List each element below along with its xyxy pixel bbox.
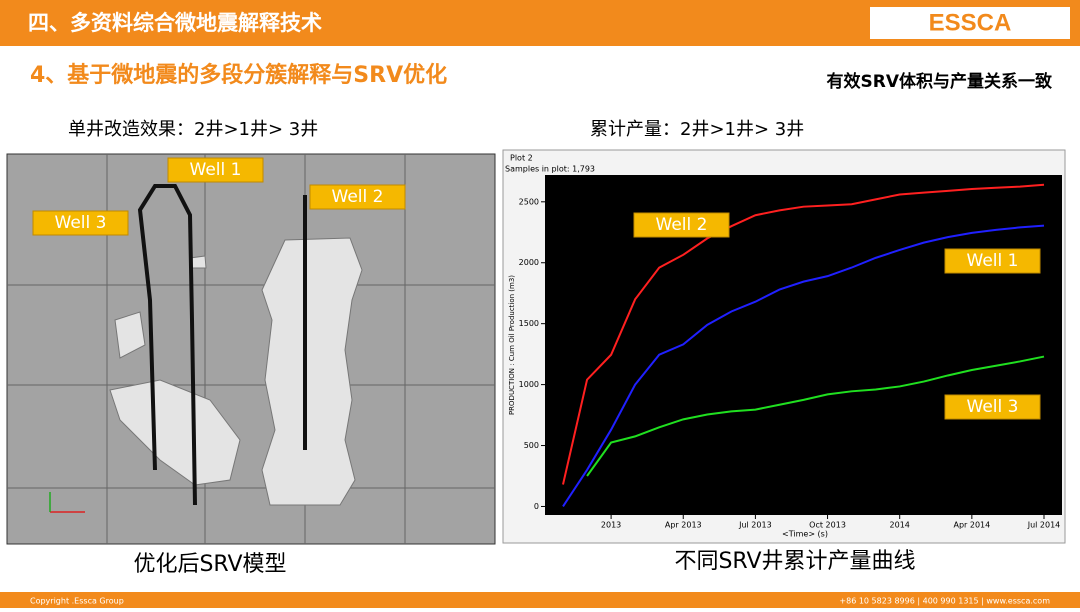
- label-box: [944, 394, 1041, 420]
- label-box: [309, 184, 406, 210]
- x-tick-label: 2014: [890, 521, 910, 530]
- well-label: Well 3: [55, 213, 107, 233]
- footer-copyright: Copyright .Essca Group: [30, 597, 124, 606]
- y-axis-label: PRODUCTION : Cum Oil Production (m3): [508, 275, 516, 415]
- label-box: [167, 157, 264, 183]
- series-line: [562, 183, 1045, 485]
- well-label: Well 2: [656, 215, 708, 235]
- x-tick-label: Apr 2013: [665, 521, 702, 530]
- plot-window: [502, 149, 1066, 544]
- y-tick-label: 1500: [519, 319, 539, 328]
- label-box: [32, 210, 129, 236]
- x-axis-label: <Time> (s): [782, 530, 828, 539]
- plot-name: Plot 2: [510, 154, 533, 163]
- y-tick-label: 2500: [519, 197, 539, 206]
- y-tick-label: 500: [524, 441, 539, 450]
- y-tick-label: 0: [534, 502, 539, 511]
- x-tick-label: 2013: [601, 521, 621, 530]
- header-title: 四、多资料综合微地震解释技术: [28, 11, 322, 35]
- well-label: Well 3: [967, 397, 1019, 417]
- logo: ESSCA: [929, 9, 1012, 36]
- x-tick-label: Oct 2013: [809, 521, 846, 530]
- x-tick-label: Apr 2014: [953, 521, 990, 530]
- well-label: Well 2: [332, 187, 384, 207]
- caption: 累计产量：2井>1井> 3井: [590, 119, 804, 140]
- caption: 单井改造效果：2井>1井> 3井: [68, 119, 318, 140]
- well-label: Well 1: [967, 251, 1019, 271]
- series-line: [586, 355, 1045, 477]
- y-tick-label: 2000: [519, 258, 539, 267]
- caption: 优化后SRV模型: [133, 552, 286, 577]
- caption: 不同SRV井累计产量曲线: [674, 549, 915, 574]
- series-line: [562, 224, 1045, 508]
- logo-box: [870, 7, 1070, 39]
- x-tick-label: Jul 2014: [1027, 521, 1061, 530]
- subtitle: 4、基于微地震的多段分簇解释与SRV优化: [30, 62, 447, 88]
- x-tick-label: Jul 2013: [738, 521, 772, 530]
- y-tick-label: 1000: [519, 380, 539, 389]
- note: 有效SRV体积与产量关系一致: [827, 71, 1053, 92]
- label-box: [944, 248, 1041, 274]
- plot-samples: Samples in plot: 1,793: [505, 165, 595, 174]
- well-label: Well 1: [190, 160, 242, 180]
- label-box: [633, 212, 730, 238]
- footer-contact: +86 10 5823 8996 | 400 990 1315 | www.es…: [839, 597, 1050, 606]
- footer-bar: [0, 592, 1080, 608]
